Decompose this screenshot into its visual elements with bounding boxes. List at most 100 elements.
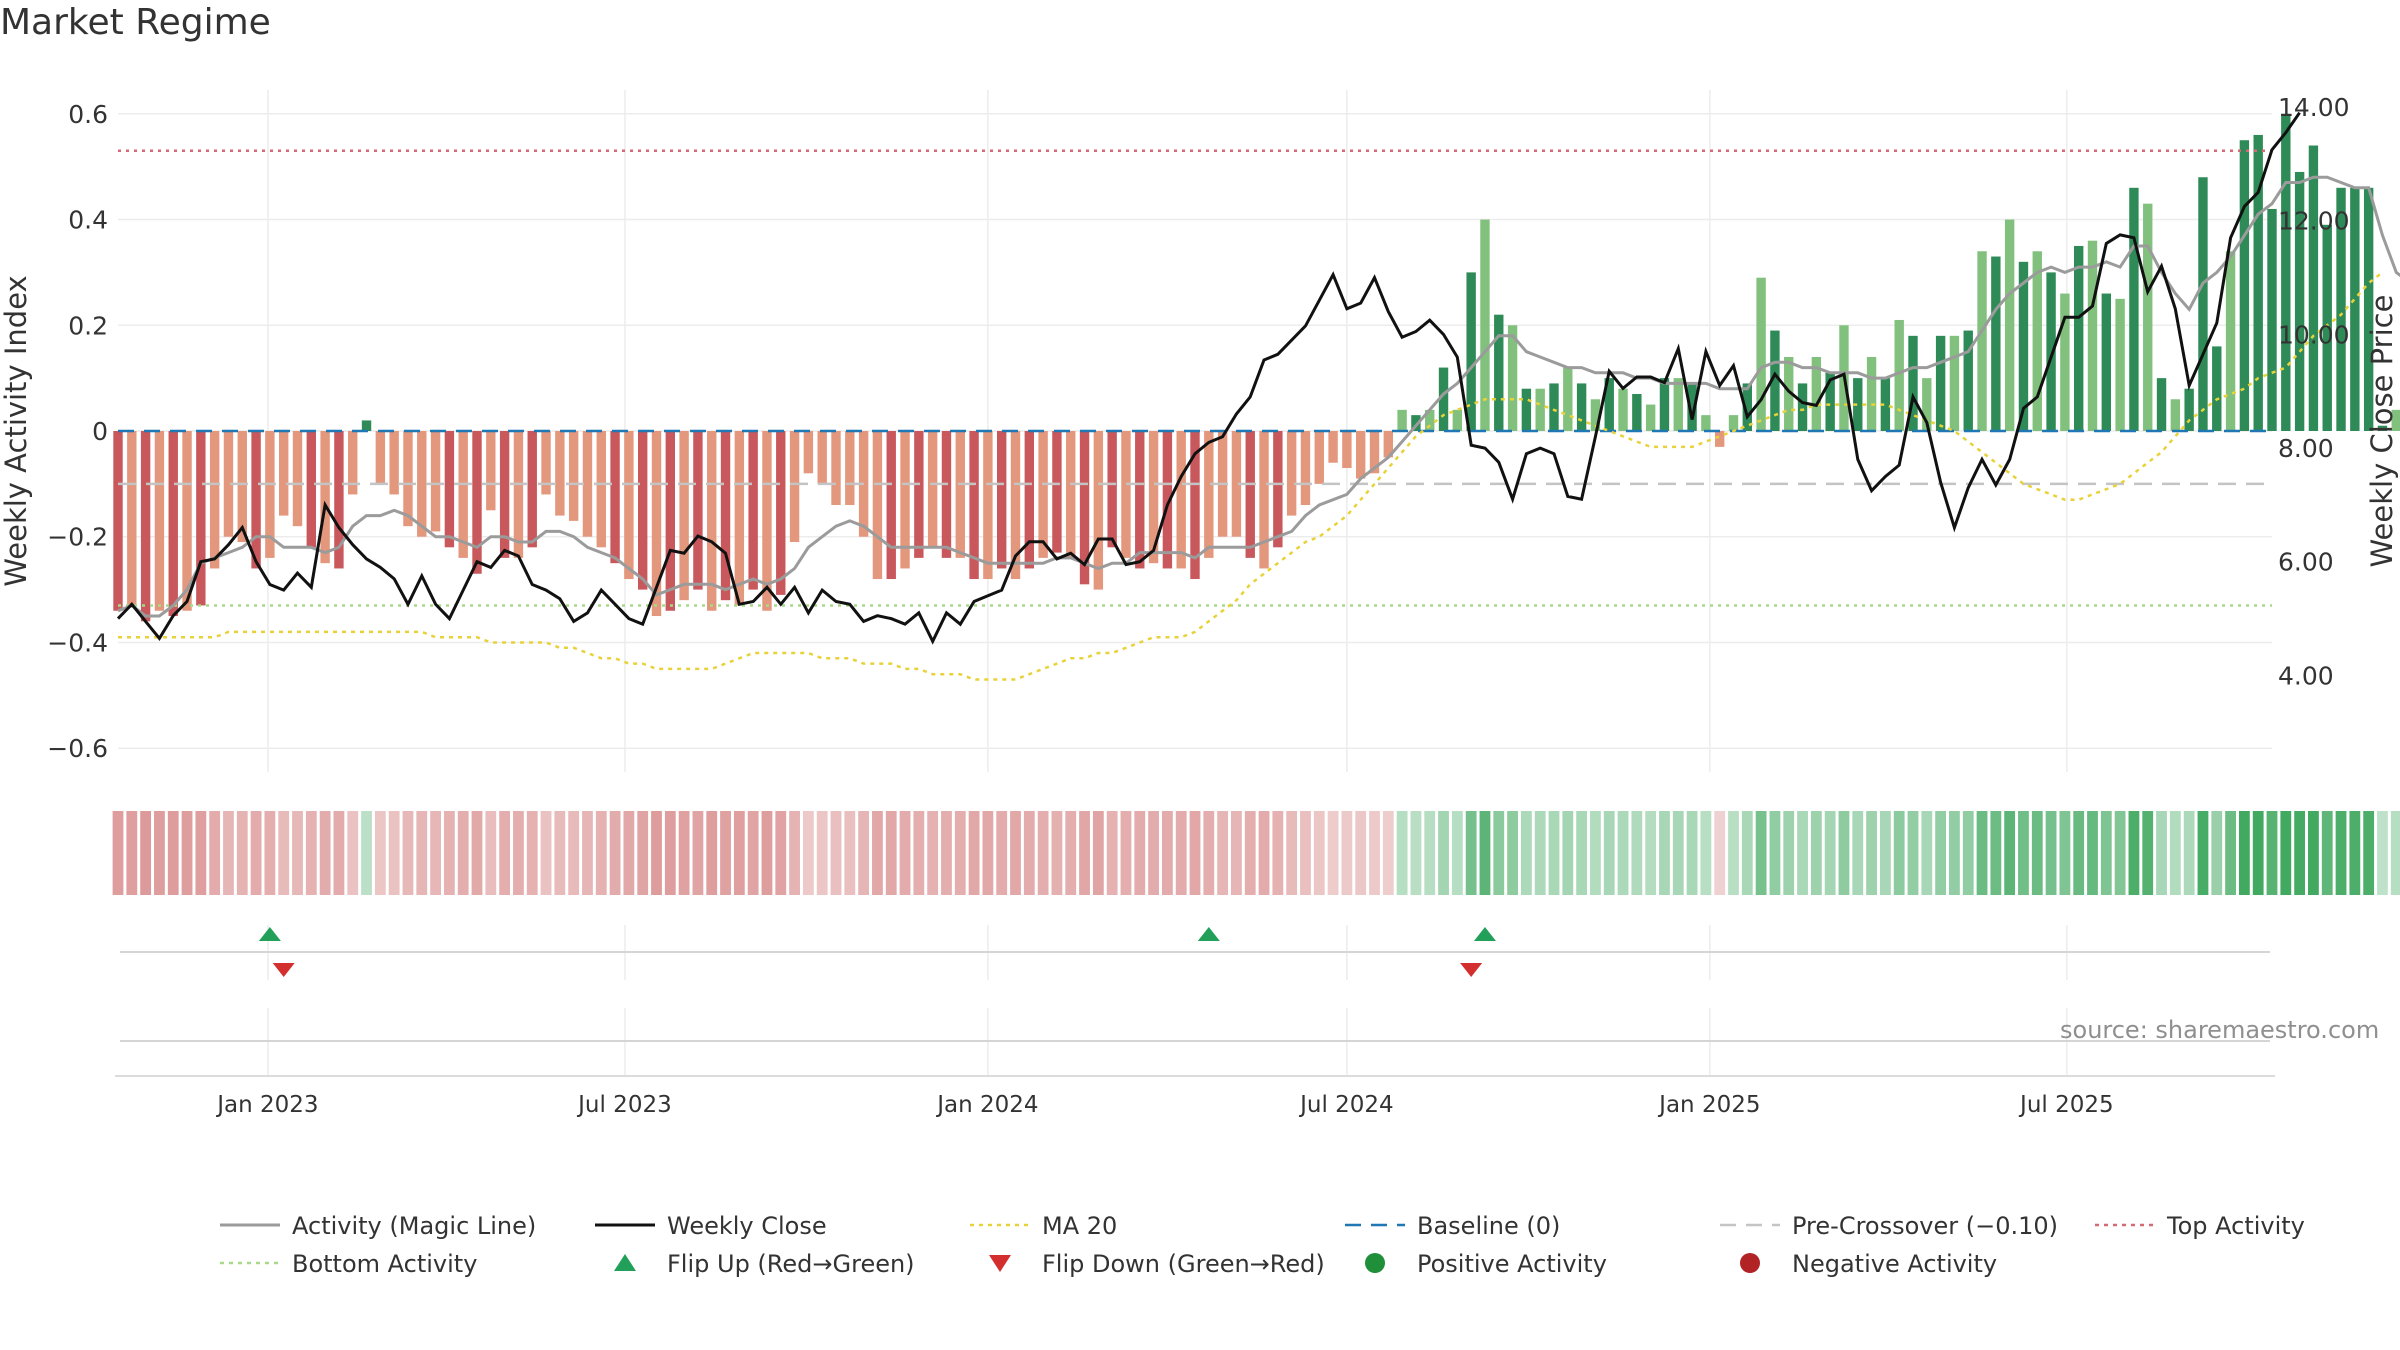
regime-strip-cell (1203, 811, 1215, 895)
activity-bar (168, 431, 178, 617)
activity-bar (1452, 409, 1463, 431)
activity-bar (444, 431, 455, 548)
activity-bar (1853, 378, 1863, 431)
regime-strip-cell (664, 811, 676, 895)
regime-strip-cell (513, 811, 524, 895)
activity-bar (1107, 431, 1117, 548)
regime-strip-cell (2390, 811, 2400, 895)
legend-item: Flip Up (Red→Green) (614, 1250, 915, 1278)
regime-strip-cell (2225, 811, 2236, 895)
regime-strip-cell (1065, 811, 1077, 895)
activity-bar (845, 431, 855, 506)
activity-bar (2129, 187, 2139, 431)
regime-strip-cell (678, 811, 690, 895)
regime-strip-cell (167, 811, 179, 895)
regime-strip-cell (1866, 811, 1877, 895)
activity-bar (555, 431, 565, 516)
activity-bar (196, 431, 206, 606)
legend-swatch (1365, 1253, 1385, 1273)
legend-label: Bottom Activity (292, 1250, 477, 1278)
activity-bar (679, 431, 689, 601)
activity-bar (403, 431, 413, 527)
regime-strip-cell (388, 811, 400, 895)
regime-strip-cell (1962, 811, 1974, 895)
regime-strip-cell (2004, 811, 2016, 895)
regime-strip-cell (2183, 811, 2195, 895)
activity-bar (1963, 330, 1973, 431)
activity-bar (1908, 335, 1918, 431)
activity-bar (1010, 431, 1021, 580)
regime-strip-cell (223, 811, 234, 895)
activity-bar (637, 431, 648, 590)
activity-bar (472, 431, 482, 574)
legend-item: MA 20 (970, 1212, 1117, 1240)
regime-strip-cell (692, 811, 704, 895)
activity-bar (458, 431, 468, 558)
activity-bar (914, 431, 924, 558)
y-left-tick-label: −0.6 (47, 734, 108, 763)
legend-swatch (989, 1255, 1011, 1272)
regime-strip-cell (941, 811, 952, 895)
activity-bar (1411, 415, 1421, 431)
y-right-tick-label: 4.00 (2278, 661, 2334, 690)
activity-bar (996, 431, 1007, 569)
regime-strip-cell (2169, 811, 2181, 895)
activity-bar (223, 431, 234, 537)
regime-strip-cell (2059, 811, 2071, 895)
activity-bar (1245, 431, 1255, 558)
activity-bar (969, 431, 979, 580)
regime-strip-cell (264, 811, 276, 895)
activity-bar (596, 431, 606, 548)
ma20-line (118, 271, 2384, 681)
activity-bar (1328, 431, 1338, 463)
regime-strip-cell (526, 811, 538, 895)
regime-strip-cell (278, 811, 290, 895)
activity-bar (693, 431, 703, 590)
activity-bar (1701, 415, 1711, 431)
regime-strip-cell (844, 811, 856, 895)
regime-strip-cell (1824, 811, 1836, 895)
activity-bar (1231, 431, 1242, 537)
regime-strip-cell (2308, 811, 2319, 895)
regime-strip-cell (1838, 811, 1850, 895)
regime-strip-cell (2335, 811, 2347, 895)
regime-strip-cell (1907, 811, 1919, 895)
activity-bar (2212, 346, 2222, 431)
activity-bar (803, 431, 814, 474)
regime-strip-cell (1120, 811, 1132, 895)
regime-strip-cell (885, 811, 897, 895)
activity-bar (2391, 409, 2400, 431)
regime-strip-cell (982, 811, 994, 895)
activity-bar (2294, 171, 2305, 431)
y-right-tick-label: 14.00 (2278, 93, 2350, 122)
regime-strip-cell (1562, 811, 1574, 895)
activity-bar (1024, 431, 1035, 569)
activity-bar (2032, 251, 2042, 431)
regime-strip-cell (1106, 811, 1118, 895)
regime-strip-cell (706, 811, 718, 895)
activity-bar (1383, 431, 1394, 458)
regime-strip-cell (374, 811, 386, 895)
activity-bar (1714, 431, 1725, 447)
activity-bar (2156, 378, 2167, 431)
regime-strip-cell (1424, 811, 1436, 895)
regime-strip-cell (623, 811, 635, 895)
activity-bar (389, 431, 399, 495)
flip-up-marker (1473, 927, 1496, 941)
activity-bar (1687, 383, 1697, 431)
regime-strip-cell (1175, 811, 1187, 895)
activity-bar (2336, 187, 2346, 431)
regime-strip-cell (802, 811, 814, 895)
activity-bar (1286, 431, 1297, 516)
activity-bar (154, 431, 165, 611)
regime-strip-cell (457, 811, 469, 895)
y-left-tick-label: −0.4 (47, 628, 108, 657)
regime-strip-cell (2031, 811, 2043, 895)
regime-strip-cell (416, 811, 428, 895)
regime-strip-cell (1231, 811, 1242, 895)
activity-bar (1425, 409, 1435, 431)
regime-strip-cell (1935, 811, 1947, 895)
activity-bar (113, 431, 123, 611)
legend-swatch (1740, 1253, 1760, 1273)
